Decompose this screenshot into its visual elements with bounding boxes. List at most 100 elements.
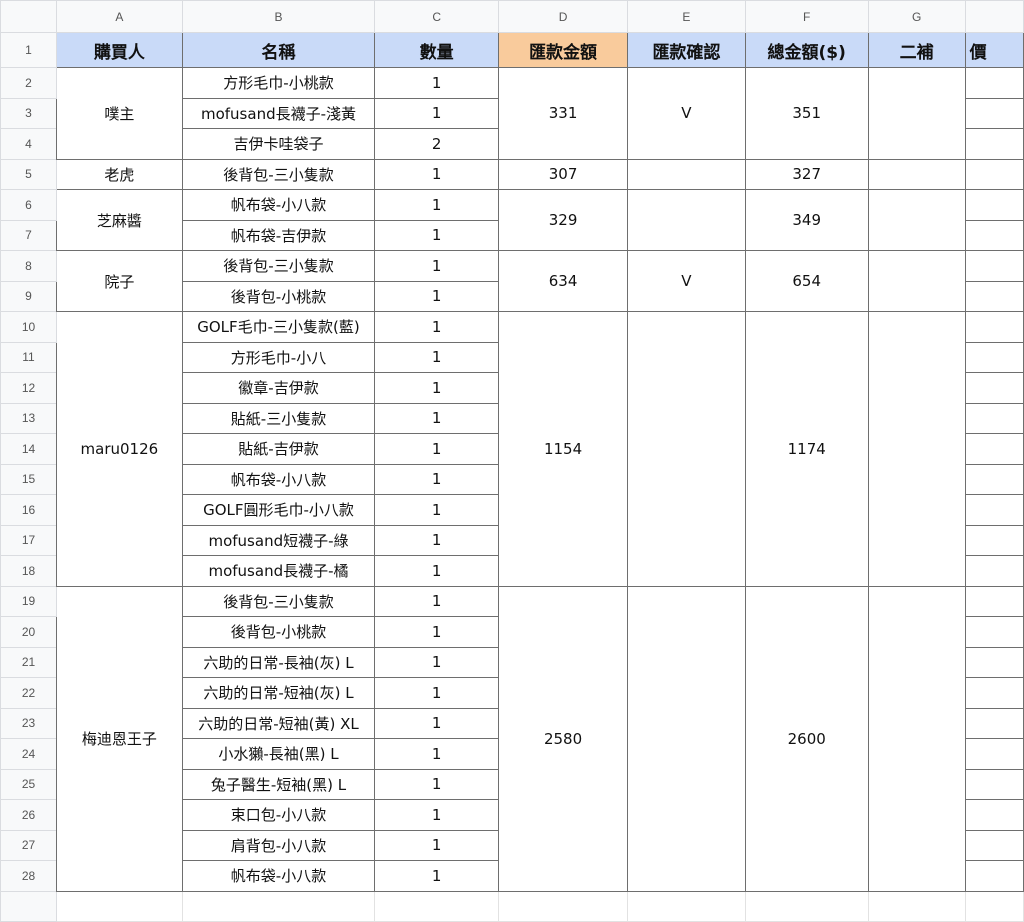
price-cell[interactable] bbox=[964, 128, 1024, 160]
price-cell[interactable] bbox=[964, 463, 1024, 495]
quantity-cell[interactable]: 1 bbox=[374, 97, 500, 129]
quantity-cell[interactable]: 1 bbox=[374, 494, 500, 526]
item-name-cell[interactable]: 吉伊卡哇袋子 bbox=[181, 128, 376, 160]
second-payment-cell[interactable] bbox=[867, 585, 966, 892]
item-name-cell[interactable]: 束口包-小八款 bbox=[181, 799, 376, 831]
payment-confirmed-cell[interactable] bbox=[627, 189, 746, 251]
buyer-cell[interactable]: 老虎 bbox=[55, 158, 183, 190]
item-name-cell[interactable]: 兔子醫生-短袖(黑) L bbox=[181, 768, 376, 800]
row-number[interactable]: 16 bbox=[0, 494, 57, 526]
header-buyer[interactable]: 購買人 bbox=[55, 32, 183, 68]
row-number[interactable]: 15 bbox=[0, 463, 57, 495]
row-number[interactable]: 21 bbox=[0, 646, 57, 678]
quantity-cell[interactable]: 1 bbox=[374, 646, 500, 678]
row-number[interactable]: 9 bbox=[0, 280, 57, 312]
column-header-F[interactable]: F bbox=[744, 0, 869, 33]
price-cell[interactable] bbox=[964, 219, 1024, 251]
row-number[interactable]: 12 bbox=[0, 372, 57, 404]
header-second-payment[interactable]: 二補 bbox=[867, 32, 966, 68]
item-name-cell[interactable]: 方形毛巾-小八 bbox=[181, 341, 376, 373]
quantity-cell[interactable]: 1 bbox=[374, 524, 500, 556]
header-item-name[interactable]: 名稱 bbox=[181, 32, 376, 68]
row-number[interactable]: 7 bbox=[0, 219, 57, 251]
empty-cell[interactable] bbox=[55, 890, 183, 922]
quantity-cell[interactable]: 1 bbox=[374, 158, 500, 190]
item-name-cell[interactable]: 方形毛巾-小桃款 bbox=[181, 67, 376, 99]
quantity-cell[interactable]: 1 bbox=[374, 555, 500, 587]
header-price[interactable]: 價 bbox=[964, 32, 1024, 68]
buyer-cell[interactable]: 芝麻醬 bbox=[55, 189, 183, 251]
quantity-cell[interactable]: 1 bbox=[374, 341, 500, 373]
empty-cell[interactable] bbox=[181, 890, 376, 922]
price-cell[interactable] bbox=[964, 311, 1024, 343]
total-amount-cell[interactable]: 327 bbox=[744, 158, 869, 190]
column-header-A[interactable]: A bbox=[55, 0, 183, 33]
second-payment-cell[interactable] bbox=[867, 189, 966, 251]
row-number[interactable]: 10 bbox=[0, 311, 57, 343]
price-cell[interactable] bbox=[964, 616, 1024, 648]
item-name-cell[interactable]: mofusand短襪子-綠 bbox=[181, 524, 376, 556]
row-number[interactable]: 18 bbox=[0, 555, 57, 587]
payment-amount-cell[interactable]: 1154 bbox=[498, 311, 629, 587]
empty-cell[interactable] bbox=[498, 890, 629, 922]
row-number[interactable]: 20 bbox=[0, 616, 57, 648]
row-number[interactable]: 14 bbox=[0, 433, 57, 465]
item-name-cell[interactable]: 六助的日常-長袖(灰) L bbox=[181, 646, 376, 678]
empty-cell[interactable] bbox=[627, 890, 746, 922]
price-cell[interactable] bbox=[964, 738, 1024, 770]
row-number[interactable]: 22 bbox=[0, 677, 57, 709]
payment-amount-cell[interactable]: 2580 bbox=[498, 585, 629, 892]
row-number[interactable]: 2 bbox=[0, 67, 57, 99]
item-name-cell[interactable]: 帆布袋-小八款 bbox=[181, 860, 376, 892]
price-cell[interactable] bbox=[964, 555, 1024, 587]
column-header-G[interactable]: G bbox=[867, 0, 966, 33]
quantity-cell[interactable]: 1 bbox=[374, 189, 500, 221]
price-cell[interactable] bbox=[964, 646, 1024, 678]
item-name-cell[interactable]: 小水獺-長袖(黑) L bbox=[181, 738, 376, 770]
quantity-cell[interactable]: 1 bbox=[374, 402, 500, 434]
quantity-cell[interactable]: 1 bbox=[374, 707, 500, 739]
item-name-cell[interactable]: 後背包-小桃款 bbox=[181, 616, 376, 648]
second-payment-cell[interactable] bbox=[867, 250, 966, 312]
price-cell[interactable] bbox=[964, 189, 1024, 221]
row-number[interactable]: 4 bbox=[0, 128, 57, 160]
item-name-cell[interactable]: mofusand長襪子-橘 bbox=[181, 555, 376, 587]
total-amount-cell[interactable]: 2600 bbox=[744, 585, 869, 892]
header-quantity[interactable]: 數量 bbox=[374, 32, 500, 68]
row-number[interactable]: 19 bbox=[0, 585, 57, 617]
item-name-cell[interactable]: 帆布袋-小八款 bbox=[181, 463, 376, 495]
row-number[interactable]: 3 bbox=[0, 97, 57, 129]
payment-amount-cell[interactable]: 329 bbox=[498, 189, 629, 251]
quantity-cell[interactable]: 1 bbox=[374, 829, 500, 861]
row-number[interactable]: 5 bbox=[0, 158, 57, 190]
header-payment-confirmed[interactable]: 匯款確認 bbox=[627, 32, 746, 68]
price-cell[interactable] bbox=[964, 250, 1024, 282]
row-number[interactable]: 11 bbox=[0, 341, 57, 373]
row-number[interactable]: 23 bbox=[0, 707, 57, 739]
second-payment-cell[interactable] bbox=[867, 67, 966, 160]
item-name-cell[interactable]: 六助的日常-短袖(灰) L bbox=[181, 677, 376, 709]
buyer-cell[interactable]: 院子 bbox=[55, 250, 183, 312]
row-number[interactable]: 28 bbox=[0, 860, 57, 892]
quantity-cell[interactable]: 1 bbox=[374, 372, 500, 404]
quantity-cell[interactable]: 1 bbox=[374, 280, 500, 312]
quantity-cell[interactable]: 1 bbox=[374, 67, 500, 99]
item-name-cell[interactable]: 帆布袋-吉伊款 bbox=[181, 219, 376, 251]
header-total-amount[interactable]: 總金額($) bbox=[744, 32, 869, 68]
quantity-cell[interactable]: 1 bbox=[374, 433, 500, 465]
item-name-cell[interactable]: mofusand長襪子-淺黃 bbox=[181, 97, 376, 129]
quantity-cell[interactable]: 1 bbox=[374, 250, 500, 282]
price-cell[interactable] bbox=[964, 372, 1024, 404]
price-cell[interactable] bbox=[964, 97, 1024, 129]
total-amount-cell[interactable]: 654 bbox=[744, 250, 869, 312]
quantity-cell[interactable]: 1 bbox=[374, 585, 500, 617]
price-cell[interactable] bbox=[964, 402, 1024, 434]
quantity-cell[interactable]: 1 bbox=[374, 768, 500, 800]
item-name-cell[interactable]: 帆布袋-小八款 bbox=[181, 189, 376, 221]
price-cell[interactable] bbox=[964, 158, 1024, 190]
price-cell[interactable] bbox=[964, 433, 1024, 465]
quantity-cell[interactable]: 1 bbox=[374, 799, 500, 831]
price-cell[interactable] bbox=[964, 67, 1024, 99]
payment-confirmed-cell[interactable] bbox=[627, 311, 746, 587]
quantity-cell[interactable]: 1 bbox=[374, 311, 500, 343]
